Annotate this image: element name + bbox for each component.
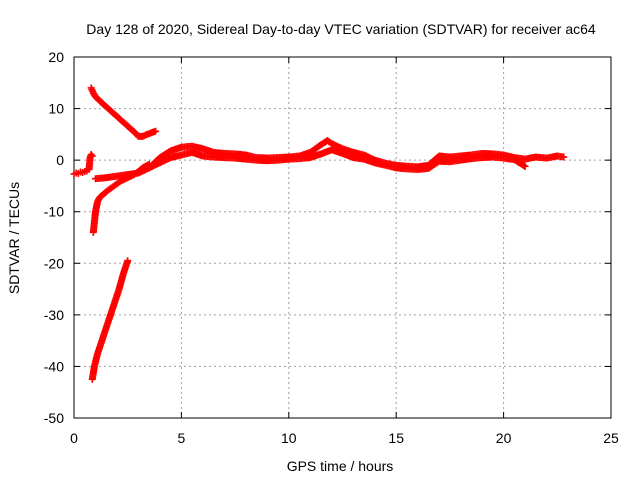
y-tick-labels: -50 -40 -30 -20 -10 0 10 20 [44,49,64,426]
series-upper-descending-arc [87,84,160,140]
data-point-interp [106,185,114,193]
y-tick-label: 0 [56,152,64,168]
data-point-interp [520,162,528,170]
x-tick-label: 20 [496,430,512,446]
data-point-interp [325,138,333,146]
y-tick-label: -20 [44,255,64,271]
axis-ticks [73,56,612,419]
data-point-interp [114,179,122,187]
series-early-short-segment [70,150,96,178]
y-tick-label: 20 [48,49,64,65]
data-point-interp [110,182,118,190]
x-tick-label: 5 [178,430,186,446]
data-points [70,84,568,383]
series-steep-decline-arc [88,257,132,383]
y-tick-label: -50 [44,410,64,426]
data-point-interp [150,128,158,136]
x-tick-label: 15 [388,430,404,446]
data-point-interp [558,153,566,161]
x-tick-label: 0 [70,430,78,446]
data-point-interp [123,258,131,266]
data-point-interp [132,130,140,138]
y-tick-label: 10 [48,101,64,117]
plot-frame [73,56,612,419]
grid-lines [74,57,611,418]
data-point-interp [433,159,441,167]
data-point-interp [315,142,323,150]
x-axis-label: GPS time / hours [287,458,394,474]
chart-title: Day 128 of 2020, Sidereal Day-to-day VTE… [86,21,596,37]
data-point-interp [87,152,95,160]
y-axis-label: SDTVAR / TECUs [6,182,22,294]
y-tick-label: -40 [44,358,64,374]
y-tick-label: -30 [44,307,64,323]
y-tick-label: -10 [44,204,64,220]
data-point-interp [102,188,110,196]
x-tick-label: 25 [603,430,619,446]
series-main-band-lower-edge [145,146,529,173]
x-tick-labels: 0 5 10 15 20 25 [70,430,619,446]
x-tick-label: 10 [281,430,297,446]
